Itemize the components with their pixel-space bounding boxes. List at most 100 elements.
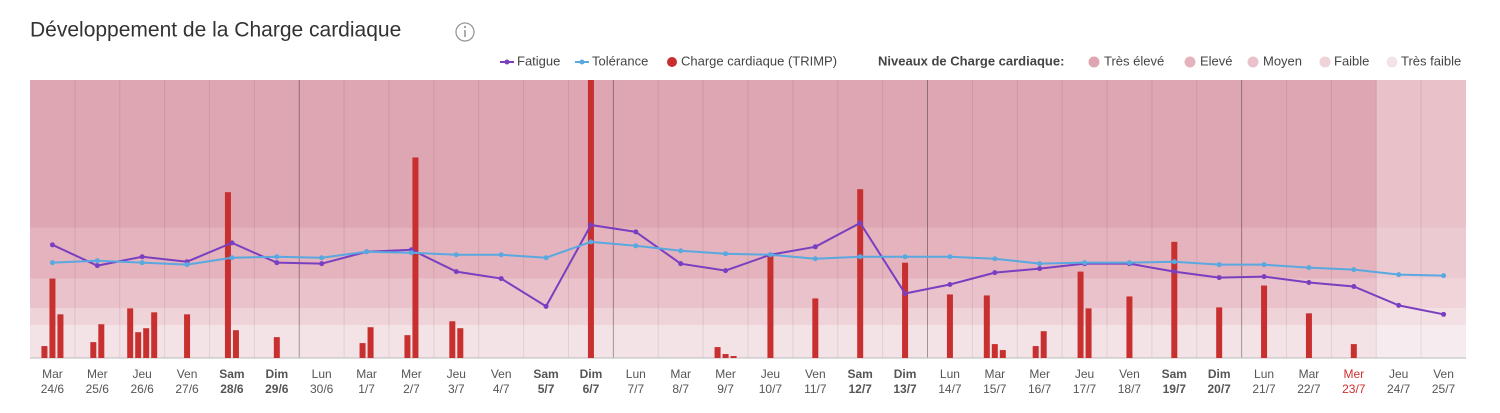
series-point [1171, 259, 1177, 265]
x-tick-day: Mer [715, 367, 736, 381]
x-tick-date: 8/7 [672, 382, 689, 396]
x-tick-day: Ven [805, 367, 826, 381]
series-point [767, 252, 773, 258]
trimp-bar [1350, 344, 1357, 358]
legend-label: Fatigue [517, 53, 560, 68]
series-point [139, 260, 145, 266]
x-tick-date: 17/7 [1073, 382, 1097, 396]
x-tick-date: 16/7 [1028, 382, 1052, 396]
x-tick-date: 9/7 [717, 382, 734, 396]
series-line [52, 240, 1444, 277]
series-point [1306, 280, 1312, 286]
legend-marker [1386, 56, 1398, 68]
series-point [139, 254, 145, 260]
x-tick-date: 3/7 [448, 382, 465, 396]
level-zone [30, 80, 1466, 228]
series-point [947, 254, 953, 260]
x-tick-date: 18/7 [1118, 382, 1142, 396]
x-tick-date: 1/7 [358, 382, 375, 396]
trimp-bar [991, 344, 998, 358]
trimp-bar [999, 350, 1006, 358]
series-point [1396, 272, 1402, 278]
x-tick-day: Jeu [1075, 367, 1094, 381]
x-tick-day: Dim [265, 367, 288, 381]
legend-marker [1247, 56, 1259, 68]
trimp-bar [857, 189, 864, 358]
x-tick-date: 15/7 [983, 382, 1007, 396]
trimp-bar [714, 347, 721, 358]
series-point [947, 282, 953, 288]
x-tick-date: 29/6 [265, 382, 289, 396]
legend-label: Moyen [1263, 53, 1302, 68]
x-tick-day: Dim [1208, 367, 1231, 381]
legend-marker [1184, 56, 1196, 68]
trimp-bar [98, 324, 105, 358]
trimp-bar [767, 253, 774, 358]
series-point [1037, 261, 1043, 267]
series-point [1441, 273, 1447, 279]
trimp-bar [449, 321, 456, 358]
series-point [408, 250, 414, 256]
series-point [857, 254, 863, 260]
trimp-bar [232, 330, 239, 358]
x-tick-day: Jeu [761, 367, 780, 381]
legend-label: Très faible [1401, 53, 1461, 68]
series-point [633, 243, 639, 249]
x-tick-day: Mar [670, 367, 691, 381]
trimp-bar [1077, 271, 1084, 358]
trimp-bar [1171, 241, 1178, 358]
legend-label: Charge cardiaque (TRIMP) [681, 53, 837, 68]
x-tick-date: 25/7 [1432, 382, 1456, 396]
x-tick-day: Ven [1119, 367, 1140, 381]
x-tick-date: 2/7 [403, 382, 420, 396]
series-point [364, 249, 370, 255]
x-tick-day: Mar [356, 367, 377, 381]
series-point [1216, 275, 1222, 281]
trimp-bar [127, 308, 134, 358]
x-tick-date: 25/6 [86, 382, 110, 396]
x-tick-day: Lun [626, 367, 646, 381]
trimp-bar [457, 328, 464, 358]
series-point [857, 220, 863, 226]
x-tick-date: 5/7 [538, 382, 555, 396]
series-line [52, 221, 1444, 316]
x-tick-day: Sam [533, 367, 558, 381]
series-point [1306, 265, 1312, 271]
series-point [184, 262, 190, 268]
series-point [49, 260, 55, 266]
x-tick-day: Dim [580, 367, 603, 381]
x-tick-date: 11/7 [804, 382, 827, 396]
series-point [453, 252, 459, 258]
x-tick-day: Mar [42, 367, 63, 381]
series-point [453, 269, 459, 275]
x-tick-day: Mer [87, 367, 108, 381]
trimp-bar [1261, 285, 1268, 358]
legend-levels-title: Niveaux de Charge cardiaque: [878, 53, 1064, 68]
trimp-bar [1085, 308, 1092, 358]
series-point [94, 258, 100, 264]
series-point [812, 256, 818, 262]
series-point [1261, 262, 1267, 268]
future-overlay [1376, 80, 1466, 358]
trimp-bar [273, 337, 280, 358]
x-tick-date: 30/6 [310, 382, 334, 396]
series-point [678, 261, 684, 267]
trimp-bar [1216, 307, 1223, 358]
series-point [319, 261, 325, 267]
x-tick-day: Mer [1343, 367, 1364, 381]
x-tick-date: 28/6 [220, 382, 244, 396]
x-tick-day: Lun [312, 367, 332, 381]
x-tick-date: 26/6 [131, 382, 155, 396]
x-tick-date: 12/7 [849, 382, 873, 396]
series-point [902, 290, 908, 296]
x-tick-day: Mar [984, 367, 1005, 381]
series-point [319, 255, 325, 261]
trimp-bar [730, 356, 737, 358]
series-point [1126, 260, 1132, 266]
legend-marker [579, 59, 585, 65]
x-tick-day: Lun [1254, 367, 1274, 381]
level-zone [30, 278, 1466, 309]
series-point [543, 255, 549, 261]
x-tick-date: 4/7 [493, 382, 510, 396]
series-point [678, 248, 684, 254]
